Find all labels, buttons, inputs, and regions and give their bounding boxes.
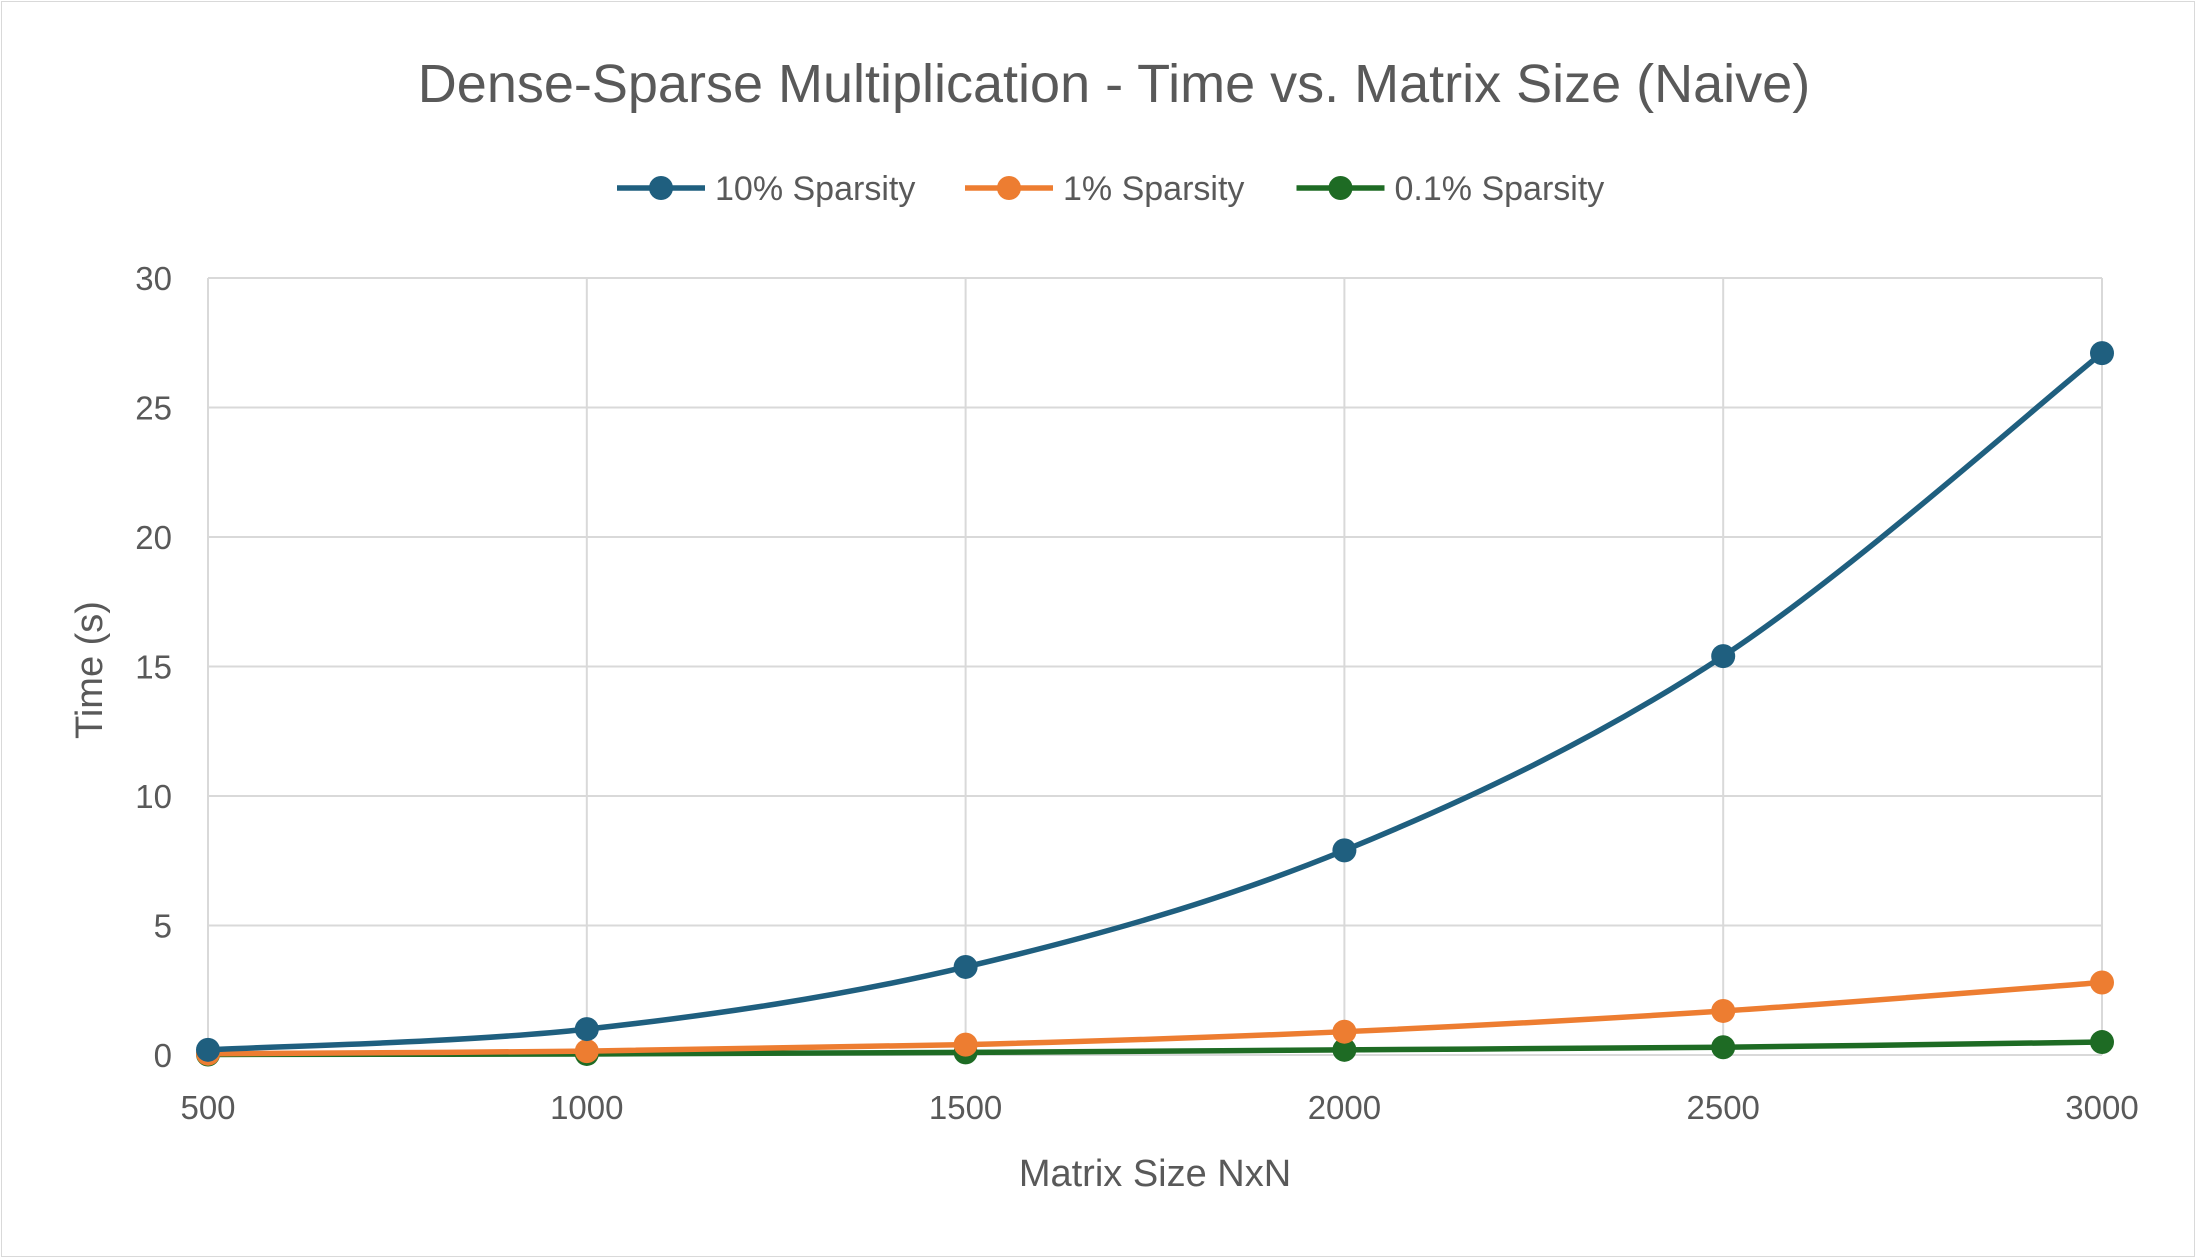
y-axis-title: Time (s) bbox=[69, 601, 111, 739]
series-line bbox=[205, 350, 2105, 1053]
legend: 10% Sparsity 1% Sparsity 0.1% Sparsity bbox=[617, 170, 1604, 208]
x-axis-title: Matrix Size NxN bbox=[1019, 1153, 1291, 1195]
x-tick-label: 1500 bbox=[929, 1089, 1002, 1126]
data-point bbox=[2090, 341, 2114, 366]
y-tick-label: 30 bbox=[135, 260, 172, 297]
legend-item: 1% Sparsity bbox=[965, 170, 1244, 208]
data-point bbox=[1711, 998, 1736, 1023]
y-tick-label: 25 bbox=[135, 390, 172, 427]
x-axis-ticks: 500 1000 1500 2000 2500 3000 bbox=[180, 1089, 2138, 1126]
chart-title: Dense-Sparse Multiplication - Time vs. M… bbox=[418, 54, 1810, 114]
y-tick-label: 10 bbox=[135, 778, 172, 815]
data-point bbox=[1332, 1037, 1357, 1062]
legend-marker bbox=[1328, 176, 1353, 200]
data-point bbox=[953, 1032, 978, 1057]
y-tick-label: 15 bbox=[135, 649, 172, 686]
legend-label: 0.1% Sparsity bbox=[1395, 170, 1605, 208]
y-tick-label: 0 bbox=[154, 1037, 172, 1074]
data-point bbox=[574, 1017, 599, 1042]
legend-item: 0.1% Sparsity bbox=[1296, 170, 1605, 208]
series-0 bbox=[196, 341, 2114, 1062]
x-tick-label: 2000 bbox=[1308, 1089, 1381, 1126]
data-point bbox=[953, 954, 978, 979]
x-tick-label: 2500 bbox=[1686, 1089, 1759, 1126]
data-point bbox=[574, 1039, 599, 1064]
series-layer bbox=[196, 341, 2114, 1067]
data-point bbox=[1711, 644, 1736, 669]
legend-label: 10% Sparsity bbox=[715, 170, 915, 208]
data-point bbox=[1332, 838, 1357, 863]
legend-marker bbox=[997, 176, 1021, 200]
data-point bbox=[1332, 1019, 1357, 1044]
data-point bbox=[2090, 1030, 2114, 1055]
legend-label: 1% Sparsity bbox=[1063, 170, 1244, 208]
y-tick-label: 5 bbox=[154, 908, 172, 945]
x-tick-label: 3000 bbox=[2065, 1089, 2138, 1126]
data-point bbox=[196, 1037, 220, 1062]
data-point bbox=[2090, 970, 2114, 995]
gridlines bbox=[207, 277, 2103, 1056]
x-tick-label: 500 bbox=[180, 1089, 235, 1126]
y-axis-ticks: 0 5 10 15 20 25 30 bbox=[135, 260, 172, 1074]
x-tick-label: 1000 bbox=[550, 1089, 623, 1126]
series-line bbox=[205, 979, 2105, 1057]
y-tick-label: 20 bbox=[135, 519, 172, 556]
legend-item: 10% Sparsity bbox=[617, 170, 915, 208]
data-point bbox=[1711, 1035, 1736, 1060]
legend-marker bbox=[649, 176, 673, 200]
